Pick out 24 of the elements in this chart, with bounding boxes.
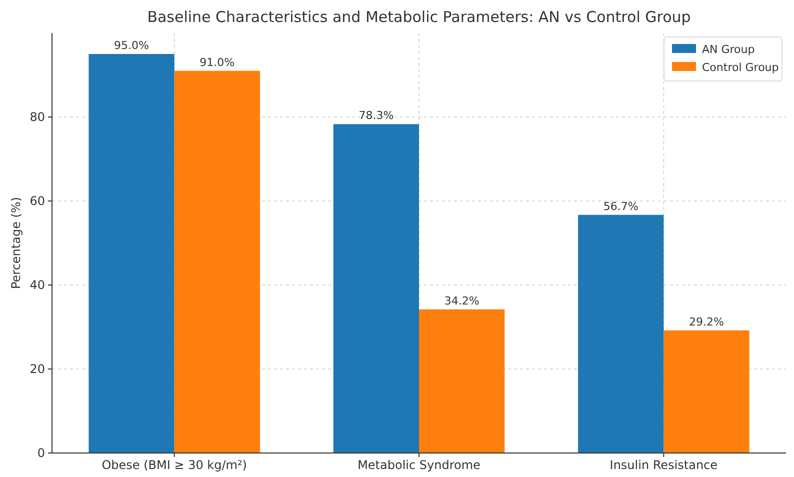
data-label: 78.3% (358, 109, 394, 122)
y-axis-title: Percentage (%) (9, 196, 23, 290)
y-tick-label: 0 (37, 446, 45, 460)
bar (419, 309, 505, 453)
y-tick-label: 40 (30, 278, 45, 292)
legend-label: AN Group (702, 42, 755, 56)
y-tick-label: 20 (30, 362, 45, 376)
data-label: 34.2% (444, 294, 480, 308)
bar (88, 54, 174, 453)
y-tick-label: 60 (30, 194, 45, 208)
data-label: 95.0% (114, 39, 149, 52)
x-tick-label: Obese (BMI ≥ 30 kg/m²) (102, 458, 247, 472)
data-label: 29.2% (689, 315, 724, 328)
bar (174, 70, 260, 453)
y-tick-label: 80 (30, 110, 45, 124)
data-label: 56.7% (603, 200, 638, 213)
chart-title: Baseline Characteristics and Metabolic Parameters: AN vs Control Group (147, 8, 691, 26)
x-tick-label: Metabolic Syndrome (358, 458, 480, 472)
legend-label: Control Group (702, 60, 779, 74)
data-label: 91.0% (200, 56, 235, 69)
x-tick-label: Insulin Resistance (610, 458, 718, 472)
bar (333, 124, 419, 453)
bar (664, 330, 750, 453)
bar (578, 214, 664, 453)
